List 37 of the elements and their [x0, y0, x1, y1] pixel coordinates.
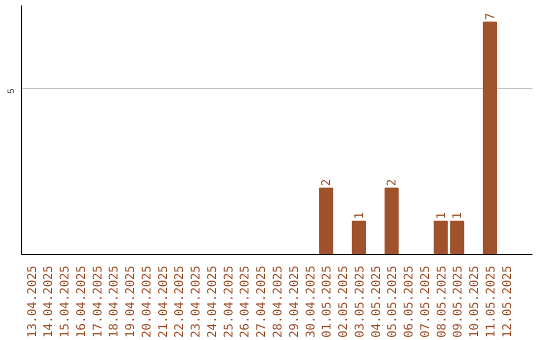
x-tick-label: 22.04.2025 [172, 265, 186, 338]
data-label: 1 [434, 212, 448, 220]
data-label: 2 [319, 178, 334, 186]
x-tick-label: 14.04.2025 [41, 265, 56, 338]
y-tick-label: 5 [6, 88, 16, 94]
x-tick-label: 04.05.2025 [368, 265, 383, 338]
x-tick-label: 28.04.2025 [270, 265, 284, 338]
x-tick-label: 12.05.2025 [500, 265, 514, 338]
x-tick-label: 19.04.2025 [123, 265, 138, 338]
x-tick-label: 16.04.2025 [74, 265, 88, 338]
x-tick-label: 06.05.2025 [402, 265, 416, 338]
x-tick-label: 24.04.2025 [204, 265, 219, 338]
x-tick-label: 23.04.2025 [188, 265, 203, 338]
data-label: 1 [450, 212, 464, 220]
x-tick-label: 20.04.2025 [139, 265, 154, 338]
x-tick-label: 25.04.2025 [221, 265, 236, 338]
x-tick-label: 26.04.2025 [238, 265, 252, 338]
x-tick-label: 05.05.2025 [385, 265, 400, 338]
x-tick-label: 29.04.2025 [286, 265, 301, 338]
x-tick-label: 02.05.2025 [336, 265, 350, 338]
x-tick-label: 08.05.2025 [434, 265, 448, 338]
x-tick-label: 10.05.2025 [467, 265, 482, 338]
x-tick-label: 03.05.2025 [352, 265, 366, 338]
x-tick-label: 30.04.2025 [303, 265, 318, 338]
x-tick-label: 09.05.2025 [450, 265, 465, 338]
x-tick-label: 11.05.2025 [483, 265, 498, 338]
x-tick-label: 07.05.2025 [418, 265, 432, 338]
x-tick-label: 21.04.2025 [156, 265, 170, 338]
data-label: 2 [384, 178, 399, 186]
x-tick-label: 27.04.2025 [254, 265, 268, 338]
x-tick-label: 17.04.2025 [90, 265, 104, 338]
x-tick-label: 15.04.2025 [58, 265, 72, 338]
x-tick-label: 01.05.2025 [320, 265, 334, 338]
x-tick-label: 13.04.2025 [24, 265, 39, 338]
data-label: 1 [352, 212, 366, 220]
data-label: 7 [482, 12, 497, 20]
x-tick-label: 18.04.2025 [106, 265, 121, 338]
